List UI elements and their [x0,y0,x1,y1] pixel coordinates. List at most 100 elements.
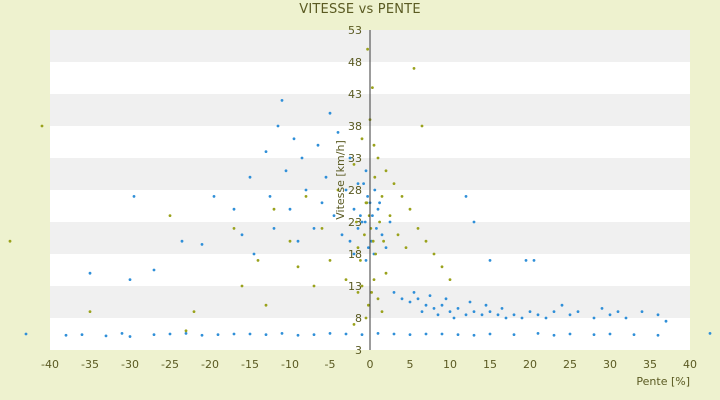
scatter-point [640,310,644,313]
scatter-point [364,316,368,320]
scatter-point [512,313,516,317]
scatter-point [544,316,548,320]
scatter-point [240,284,244,288]
scatter-point [304,195,308,198]
scatter-point [132,195,136,198]
scatter-point [378,201,381,205]
scatter-point [464,195,468,198]
scatter-point [472,333,476,337]
scatter-point [344,332,348,336]
x-tick-label: 20 [523,358,537,371]
scatter-point [480,313,484,317]
scatter-point [552,310,556,313]
scatter-point [340,233,344,237]
scatter-point [400,297,404,301]
scatter-point [364,169,368,173]
scatter-point [464,313,468,317]
scatter-point [372,143,376,147]
x-tick-label: -30 [121,358,139,371]
scatter-point [120,331,124,335]
scatter-point [624,316,628,320]
scatter-point [412,291,416,294]
scatter-point [375,227,378,230]
scatter-point [272,207,276,211]
scatter-point [472,220,476,224]
scatter-point [352,163,356,166]
x-tick-label: 25 [563,358,577,371]
scatter-point [296,333,300,337]
scatter-point [276,124,280,128]
scatter-point [404,246,408,250]
scatter-point [363,233,366,237]
x-tick-label: 30 [603,358,617,371]
chart-title: VITESSE vs PENTE [299,2,421,17]
scatter-point [366,195,369,198]
scatter-point [536,313,540,317]
y-tick-label: 13 [348,280,362,293]
scatter-point [380,310,384,313]
scatter-point [362,182,365,186]
scatter-point [408,300,412,304]
scatter-point [488,259,492,262]
scatter-point [456,307,460,310]
scatter-point [212,195,216,198]
scatter-point [355,220,358,224]
scatter-point [436,313,440,317]
scatter-point [320,201,324,205]
x-tick-label: 15 [483,358,497,371]
scatter-point [264,333,268,337]
scatter-point [392,291,396,294]
y-tick-label: 33 [348,152,362,165]
scatter-point [408,333,412,337]
scatter-point [40,124,44,128]
scatter-point [363,220,367,224]
scatter-point [216,333,220,337]
y-tick-label: 48 [348,56,362,69]
scatter-point [24,332,28,336]
scatter-point [374,252,377,256]
scatter-point [292,137,296,141]
scatter-point [608,313,612,317]
scatter-point [388,214,392,218]
y-axis-title: Vitesse [km/h] [334,140,347,220]
scatter-point [488,310,492,313]
scatter-point [8,239,12,243]
scatter-point [264,150,268,154]
scatter-point [152,333,156,337]
scatter-point [312,284,316,288]
scatter-point [336,131,340,134]
scatter-point [412,67,416,70]
y-tick-label: 8 [355,312,362,325]
scatter-point [420,124,424,128]
scatter-point [592,333,596,337]
scatter-point [252,252,256,256]
scatter-point [280,331,284,335]
scatter-point [392,332,396,336]
scatter-point [180,239,184,243]
scatter-point [284,169,288,173]
scatter-point [408,207,412,211]
scatter-point [708,331,712,335]
scatter-point [440,303,444,307]
scatter-point [592,316,596,320]
scatter-point [376,207,380,211]
scatter-point [424,332,428,336]
scatter-point [524,259,528,262]
y-tick-label: 28 [348,184,362,197]
scatter-point [608,332,612,336]
scatter-series [24,99,712,338]
scatter-point [264,303,268,307]
scatter-point [376,297,380,301]
scatter-point [356,246,360,250]
x-tick-label: 0 [367,358,374,371]
scatter-point [248,175,252,179]
scatter-point [380,195,384,198]
scatter-series [8,47,452,333]
scatter-point [472,310,476,313]
scatter-point [232,207,236,211]
scatter-point [512,333,516,337]
scatter-point [416,227,420,230]
scatter-point [392,182,396,186]
scatter-point [528,310,532,313]
scatter-point [288,207,292,211]
